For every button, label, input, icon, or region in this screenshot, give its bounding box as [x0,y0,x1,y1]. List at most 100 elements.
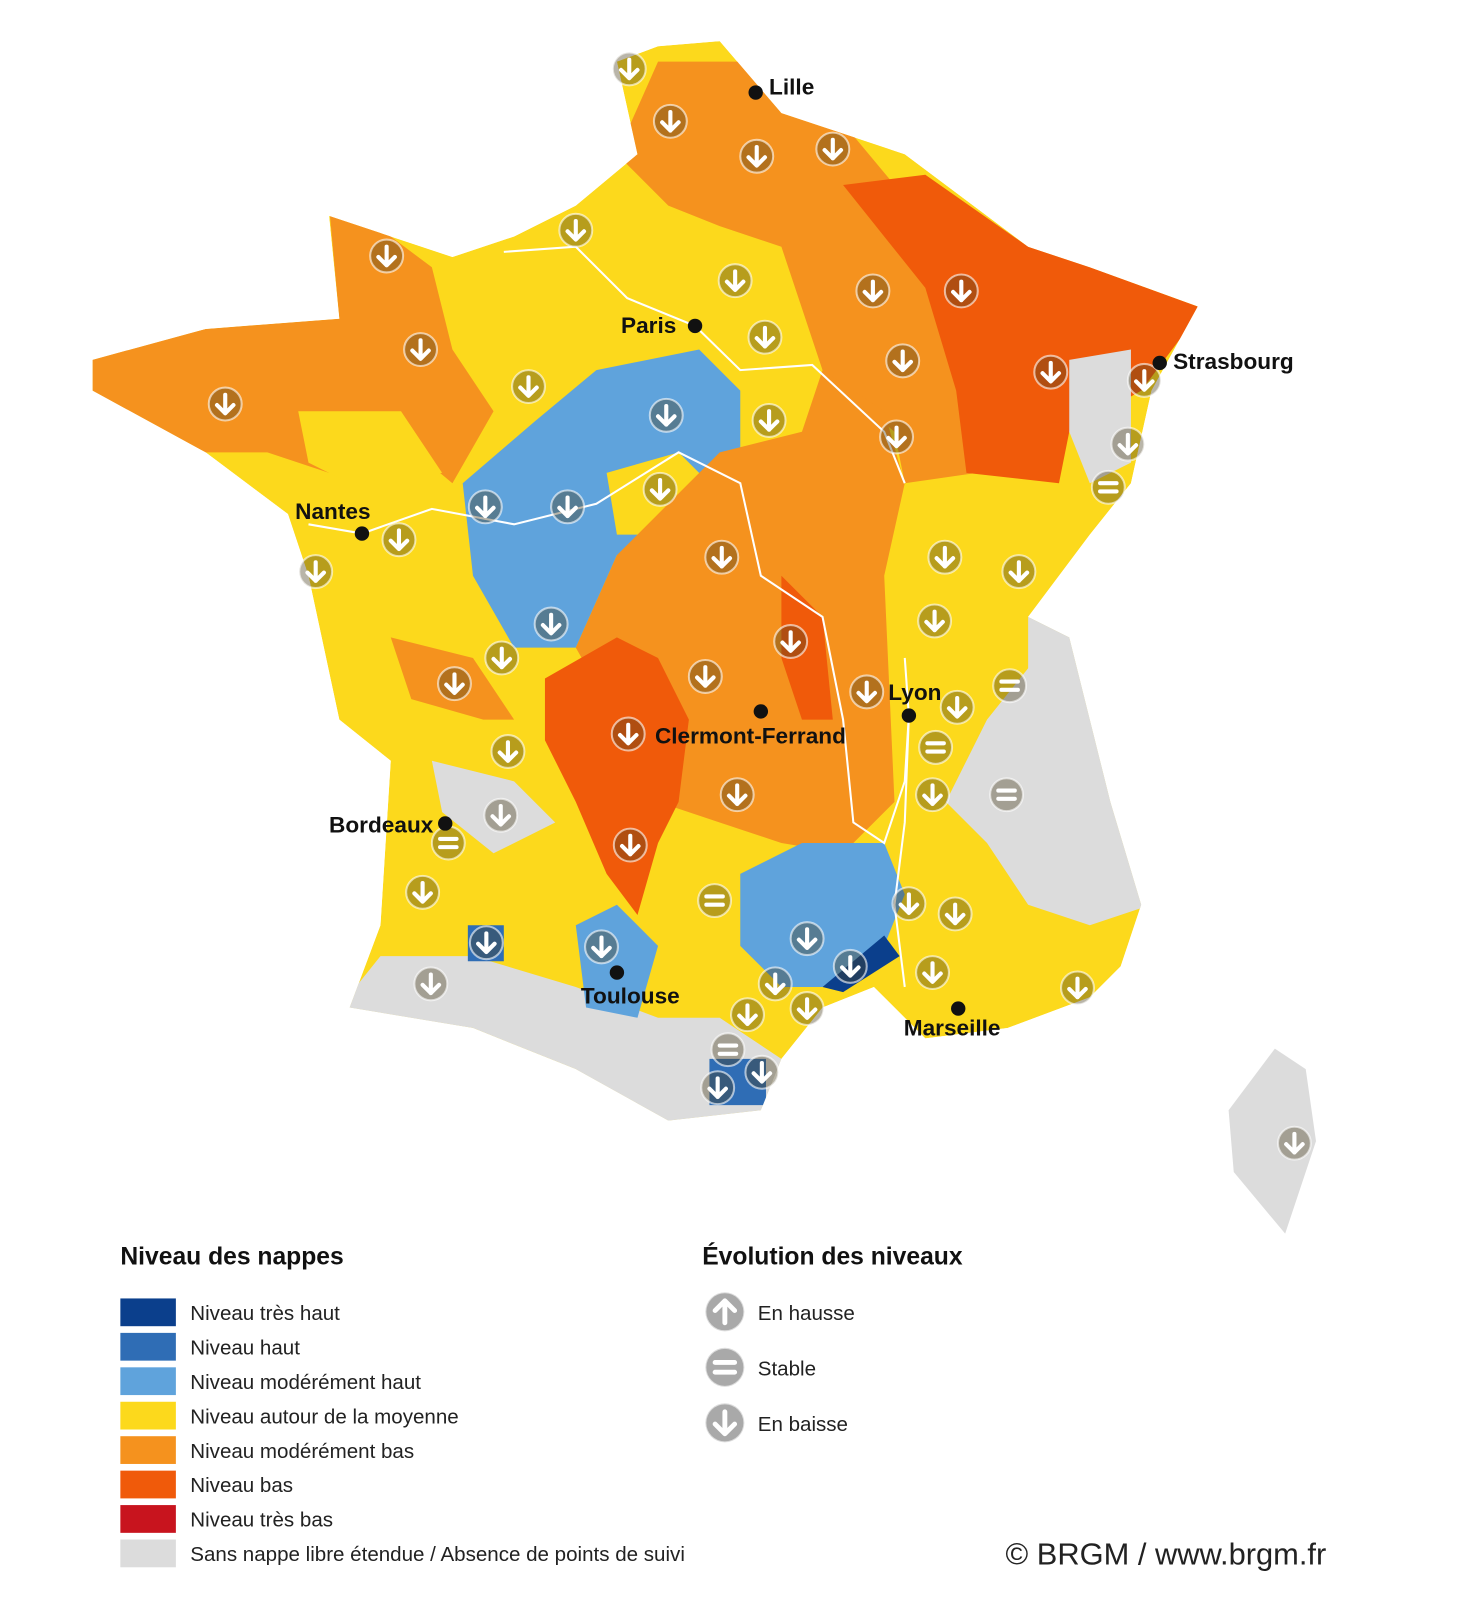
region [339,956,782,1121]
evolution-icon [832,948,868,984]
river [503,245,906,484]
icon-arrow [944,902,966,926]
evolution-icon [648,397,684,433]
legend-swatch [120,1332,176,1361]
evolution-icon [483,797,519,833]
city-label: Lyon [888,680,941,705]
region [781,575,833,720]
city-label: Toulouse [581,983,680,1008]
icon-arrow [737,1003,758,1027]
icon-arrow [490,803,512,827]
icon-arrow [754,325,776,349]
evolution-icon [744,1054,780,1090]
region [740,843,905,987]
evolution-icon [939,689,975,725]
icon-arrow [655,404,677,427]
evolution-icon [915,777,951,813]
city-dot [951,1001,966,1016]
icon-arrow [649,478,671,501]
legend-swatch [120,1470,176,1499]
evolution-icon [751,403,787,438]
city-dot [609,965,625,980]
evolution-icon [789,991,825,1027]
region [544,637,689,915]
icon-arrow [746,144,768,168]
evolution-icon [533,606,569,642]
icon-arrow [796,927,818,950]
evolution-icon [773,624,809,659]
icon-arrow [712,1298,738,1326]
icon-arrow [1008,560,1030,583]
evolution-icon [700,1070,736,1106]
icon-circle [989,777,1025,813]
icon-arrow [540,612,562,636]
evolution-icon [719,777,755,813]
icon-arrow [660,110,681,133]
legend-icon [704,1346,746,1388]
legend-swatch [120,1539,176,1568]
city-label: Nantes [295,499,370,524]
evolution-icon [207,386,243,422]
evolution-icon [611,51,647,87]
evolution-icon [511,369,546,405]
evolution-icon [490,734,526,769]
evolution-icon [687,658,723,694]
icon-arrow [922,961,943,984]
corsica [1228,1048,1316,1234]
icon-arrow [862,279,884,303]
icon-arrow [475,495,496,519]
legend-icon [704,1291,746,1333]
river [893,715,910,988]
evolution-icon [717,263,753,299]
icon-arrow [591,935,612,959]
icon-arrow [619,833,641,857]
legend-label: Niveau bas [190,1474,293,1497]
evolution-icon [468,925,504,961]
icon-arrow [1284,1131,1305,1155]
legend-title: Évolution des niveaux [702,1243,963,1271]
icon-arrow [822,137,844,161]
evolution-icon [1033,354,1069,390]
city-label: Marseille [904,1015,1001,1040]
icon-arrow [724,269,746,292]
map-regions [92,41,1198,1121]
evolution-icon [937,896,973,932]
legend-swatch [120,1436,176,1464]
icon-circle [697,883,733,919]
evolution-icon [405,874,441,910]
evolution-icon [612,827,648,863]
icon-arrow [1117,432,1139,456]
evolution-icon [855,273,891,309]
legend-label: Niveau autour de la moyenne [190,1405,458,1428]
evolution-icon [550,489,586,525]
evolution-icon [879,419,915,455]
region [575,904,659,1018]
icon-arrow [618,57,640,81]
evolution-icon [697,883,733,919]
legend-label: En hausse [758,1302,855,1325]
icon-circle [704,1346,746,1388]
icon-arrow [892,349,913,373]
icon-circle [1090,469,1126,505]
icon-arrow [934,545,956,569]
evolution-icon [610,716,646,752]
evolution-icon [757,966,793,1002]
evolution-icon [467,489,503,525]
icon-arrow [497,740,519,763]
icon-arrow [695,665,716,688]
icon-circle [430,825,466,861]
evolution-icon [1001,554,1037,590]
icon-arrow [557,495,578,519]
evolution-icon [747,319,783,355]
legend-label: Sans nappe libre étendue / Absence de po… [190,1543,685,1566]
legend-label: Niveau modérément haut [190,1371,421,1394]
icon-arrow [840,955,861,978]
legend-label: Niveau modérément bas [190,1440,414,1463]
evolution-icon [989,777,1025,813]
evolution-icon [992,668,1028,704]
icon-arrow [751,1060,773,1084]
evolution-icon [789,921,825,957]
region [945,616,1152,926]
